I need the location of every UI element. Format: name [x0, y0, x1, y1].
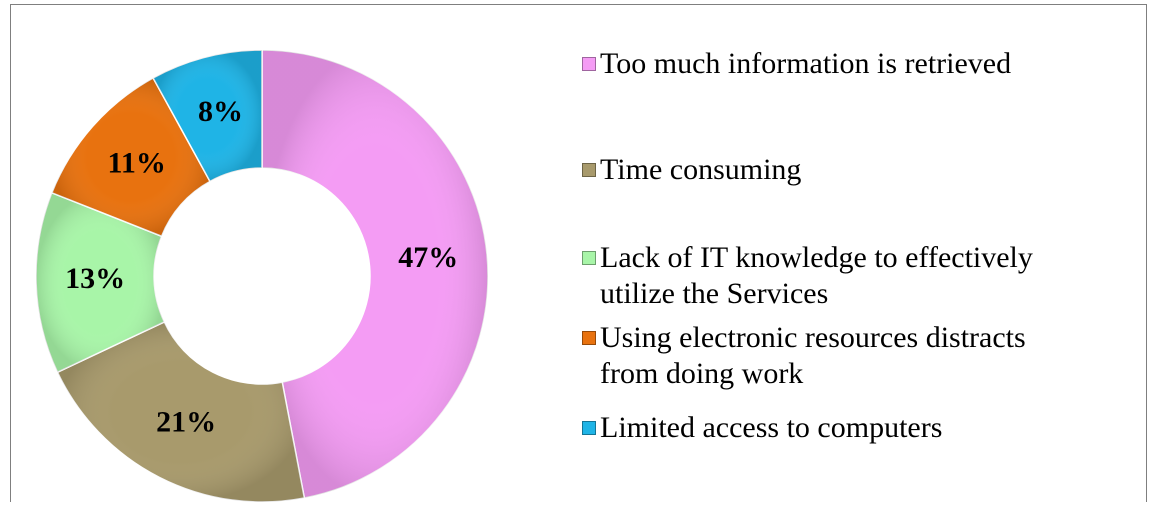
legend-label: Too much information is retrieved	[600, 47, 1012, 80]
slice-value-label: 13%	[65, 262, 125, 295]
slice-value-label: 8%	[198, 95, 243, 128]
legend-item-time-consuming: Time consuming	[582, 152, 1070, 188]
donut-chart: 47% 21% 13% 11% 8%	[35, 49, 489, 503]
legend-item-limited-access-to-computers: Limited access to computers	[582, 410, 1070, 446]
chart-frame	[10, 4, 1147, 502]
legend-label: Time consuming	[600, 153, 802, 186]
slice-shading	[262, 50, 489, 498]
legend-label: Limited access to computers	[600, 411, 943, 444]
slice-shading	[153, 50, 262, 182]
legend-label: Using electronic resources distracts fro…	[600, 321, 1026, 390]
legend-item-using-electronic-resources-distracts-from-doing-work: Using electronic resources distracts fro…	[582, 320, 1070, 392]
legend-swatch	[582, 421, 596, 435]
chart-legend: Too much information is retrieved Time co…	[582, 0, 1142, 506]
slice-value-label: 47%	[398, 241, 458, 274]
slice-shading	[57, 321, 305, 502]
slice-shading	[35, 192, 165, 373]
legend-label: Lack of IT knowledge to effectively util…	[600, 241, 1033, 310]
legend-item-lack-of-it-knowledge-to-effectively-utilize-the-services: Lack of IT knowledge to effectively util…	[582, 240, 1070, 312]
legend-swatch	[582, 163, 596, 177]
slice-value-label: 21%	[156, 406, 216, 439]
legend-swatch	[582, 251, 596, 265]
slice-shading	[51, 77, 210, 237]
legend-item-too-much-information-is-retrieved: Too much information is retrieved	[582, 46, 1070, 82]
slice-value-label: 11%	[108, 146, 166, 179]
legend-swatch	[582, 331, 596, 345]
legend-swatch	[582, 57, 596, 71]
